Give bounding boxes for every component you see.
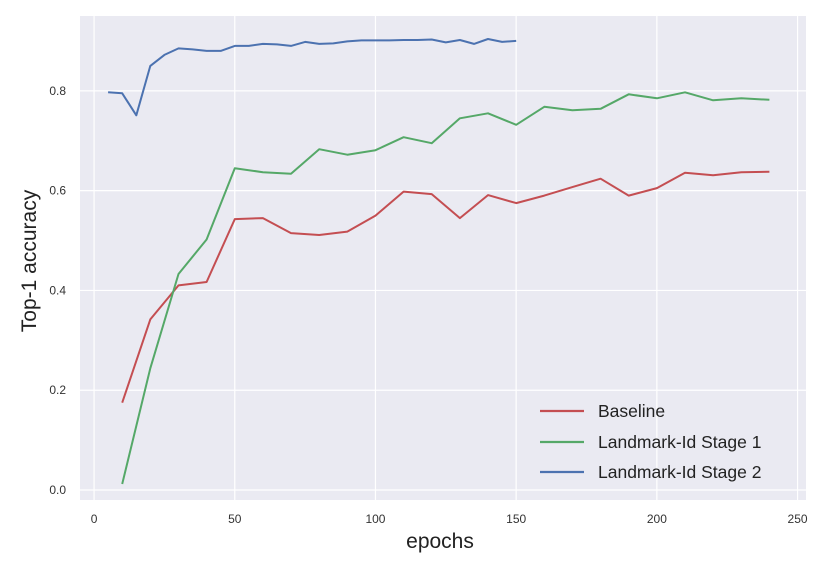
y-tick-label: 0.0 (49, 483, 66, 497)
x-tick-label: 100 (365, 512, 385, 526)
grid (80, 16, 806, 500)
series-line-1 (121, 170, 770, 404)
x-tick-label: 50 (228, 512, 242, 526)
legend-label: Landmark-Id Stage 2 (598, 462, 761, 482)
x-tick-label: 0 (91, 512, 98, 526)
legend-label: Landmark-Id Stage 1 (598, 432, 761, 452)
y-tick-label: 0.6 (49, 184, 66, 198)
x-tick-label: 150 (506, 512, 526, 526)
x-tick-labels: 0 50 100 150 200 250 (91, 512, 808, 526)
series-group (108, 38, 770, 485)
x-tick-label: 200 (647, 512, 667, 526)
y-tick-labels: 0.0 0.2 0.4 0.6 0.8 (49, 84, 66, 497)
x-axis-title: epochs (406, 530, 474, 553)
y-axis-title: Top-1 accuracy (18, 189, 41, 332)
y-tick-label: 0.8 (49, 84, 66, 98)
x-tick-label: 250 (788, 512, 808, 526)
series-line-3 (108, 38, 517, 117)
y-tick-label: 0.4 (49, 283, 66, 297)
legend-label: Baseline (598, 401, 665, 421)
series-line-2 (121, 91, 770, 485)
legend: Baseline Landmark-Id Stage 1 Landmark-Id S… (540, 401, 761, 482)
y-tick-label: 0.2 (49, 383, 66, 397)
plot-background (80, 16, 806, 500)
